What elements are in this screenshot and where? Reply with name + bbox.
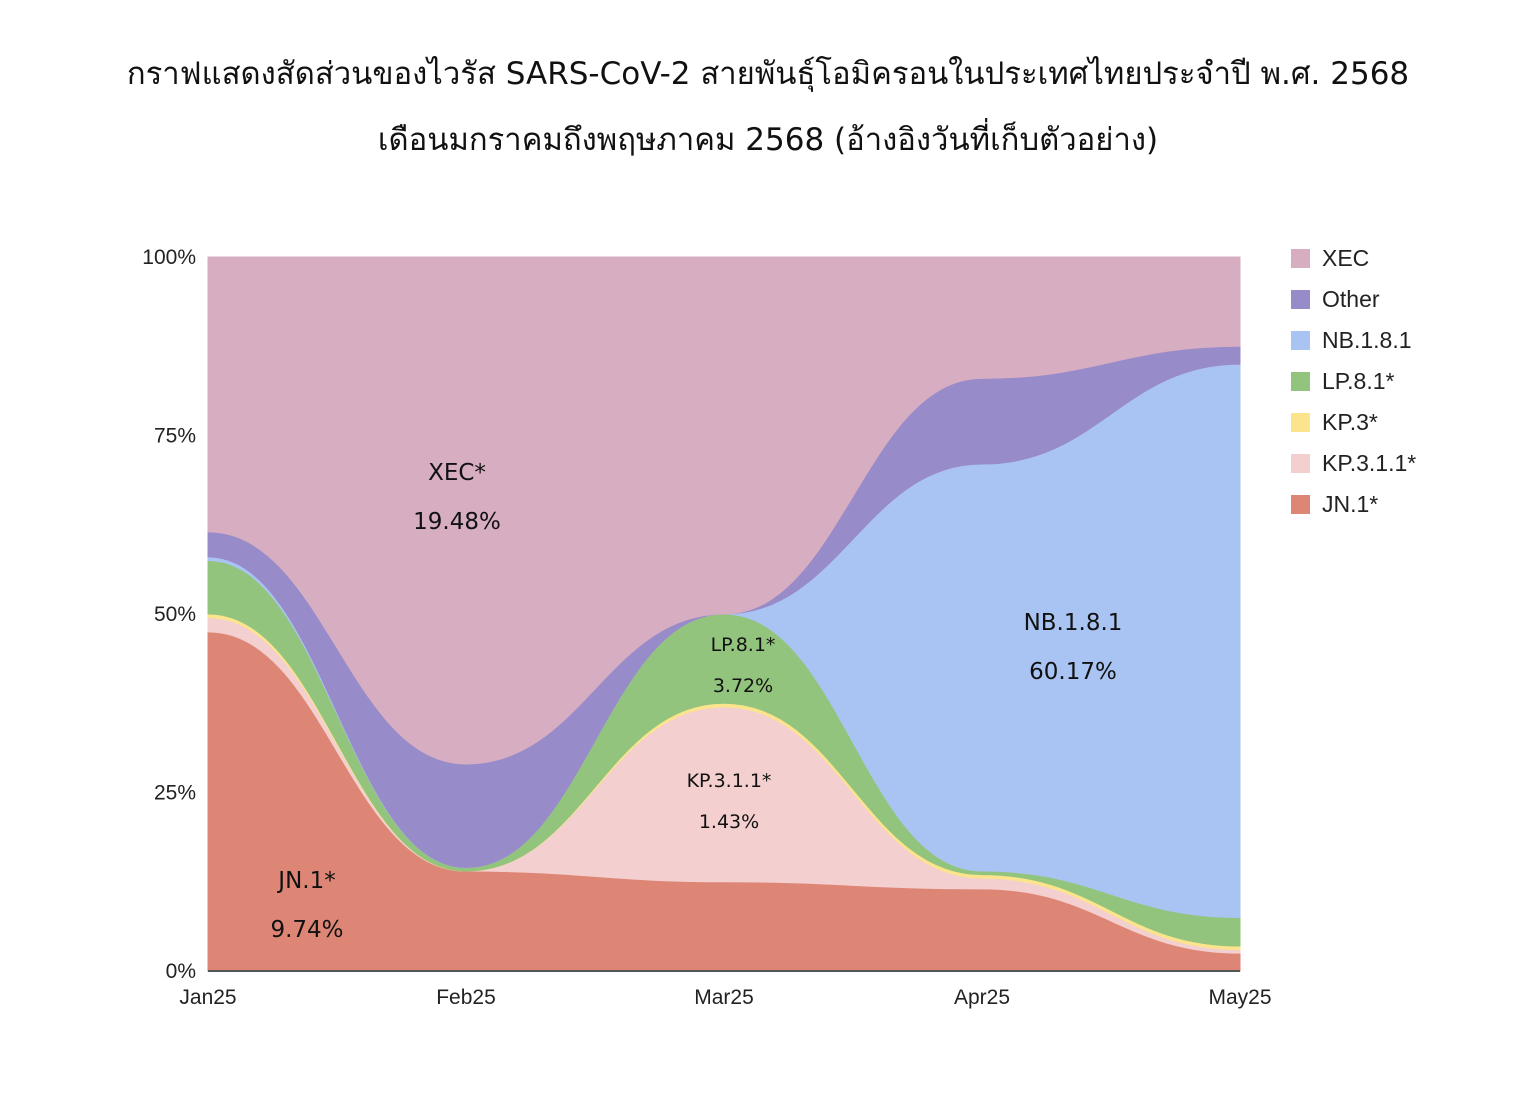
- y-tick-label: 25%: [154, 782, 196, 805]
- chart-title: กราฟแสดงสัดส่วนของไวรัส SARS-CoV-2 สายพั…: [126, 56, 1410, 92]
- legend-label-lp-8-1: LP.8.1*: [1322, 368, 1395, 394]
- legend: XEC Other NB.1.8.1 LP.8.1* KP.3* KP.3.1.1* JN.…: [1291, 245, 1416, 517]
- series-areas: [207, 256, 1241, 972]
- x-tick-label: Apr25: [954, 986, 1010, 1009]
- annotation-value-lp-8-1: 3.72%: [713, 675, 773, 697]
- x-tick-label: Feb25: [436, 986, 496, 1009]
- legend-swatch-xec: [1291, 249, 1310, 268]
- annotations: XEC* 19.48% NB.1.8.1 60.17% LP.8.1* 3.72% KP.3…: [270, 460, 1122, 943]
- legend-label-other: Other: [1322, 286, 1380, 312]
- y-tick-label: 50%: [154, 603, 196, 626]
- y-tick-label: 100%: [142, 246, 196, 269]
- legend-swatch-lp-8-1: [1291, 372, 1310, 391]
- legend-swatch-jn-1: [1291, 495, 1310, 514]
- annotation-label-nb-1-8-1: NB.1.8.1: [1024, 610, 1123, 636]
- annotation-value-jn-1: 9.74%: [270, 917, 343, 943]
- annotation-value-xec: 19.48%: [413, 509, 501, 535]
- y-tick-label: 0%: [166, 960, 196, 983]
- x-tick-label: Mar25: [694, 986, 754, 1009]
- legend-label-xec: XEC: [1322, 245, 1369, 271]
- legend-label-nb-1-8-1: NB.1.8.1: [1322, 327, 1412, 353]
- x-tick-label: Jan25: [179, 986, 236, 1009]
- annotation-value-kp-3-1-1: 1.43%: [699, 811, 759, 833]
- annotation-label-jn-1: JN.1*: [276, 868, 335, 894]
- legend-label-kp-3: KP.3*: [1322, 409, 1378, 435]
- legend-swatch-kp-3-1-1: [1291, 454, 1310, 473]
- chart-subtitle: เดือนมกราคมถึงพฤษภาคม 2568 (อ้างอิงวันที…: [377, 122, 1159, 158]
- legend-swatch-kp-3: [1291, 413, 1310, 432]
- axes: 0% 25% 50% 75% 100% Jan25 Feb25 Mar25 Apr25 May25: [142, 246, 1271, 1009]
- legend-label-kp-3-1-1: KP.3.1.1*: [1322, 450, 1416, 476]
- annotation-value-nb-1-8-1: 60.17%: [1029, 659, 1117, 685]
- x-tick-label: May25: [1208, 986, 1271, 1009]
- annotation-label-lp-8-1: LP.8.1*: [711, 634, 776, 656]
- legend-swatch-other: [1291, 290, 1310, 309]
- annotation-label-xec: XEC*: [428, 460, 486, 486]
- annotation-label-kp-3-1-1: KP.3.1.1*: [687, 770, 772, 792]
- legend-label-jn-1: JN.1*: [1322, 491, 1378, 517]
- legend-swatch-nb-1-8-1: [1291, 331, 1310, 350]
- area-xec: [207, 256, 1241, 765]
- y-tick-label: 75%: [154, 425, 196, 448]
